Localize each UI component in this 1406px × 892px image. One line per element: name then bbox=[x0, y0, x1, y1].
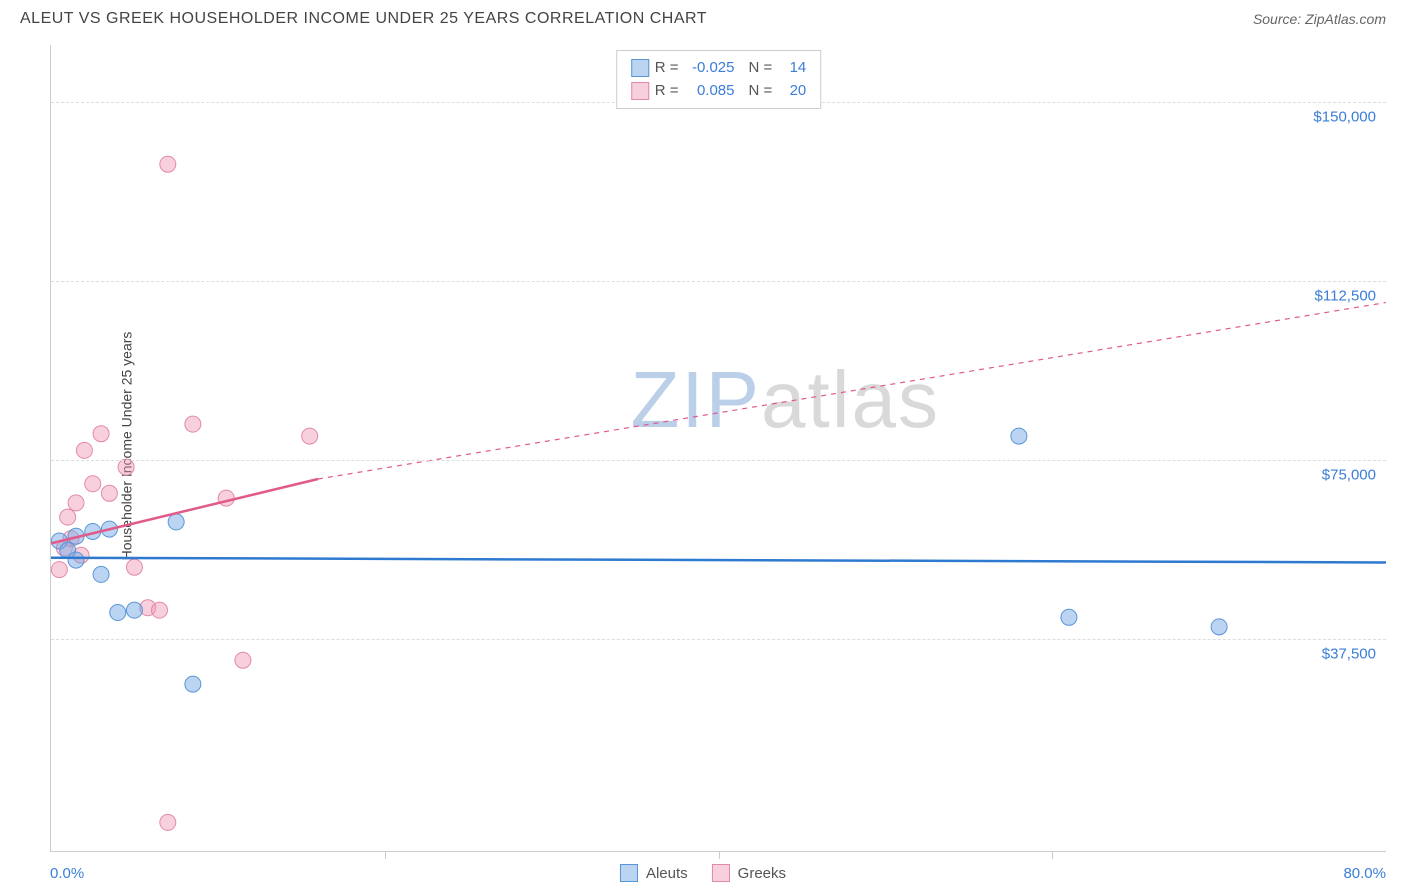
source-label: Source: ZipAtlas.com bbox=[1253, 11, 1386, 27]
trend-line bbox=[318, 303, 1386, 479]
legend-item-aleuts: Aleuts bbox=[620, 864, 688, 882]
data-point bbox=[101, 485, 117, 501]
n-label: N = bbox=[749, 80, 773, 103]
data-point bbox=[51, 562, 67, 578]
data-point bbox=[1011, 428, 1027, 444]
chart-title: ALEUT VS GREEK HOUSEHOLDER INCOME UNDER … bbox=[20, 10, 707, 28]
data-point bbox=[118, 459, 134, 475]
n-value-aleuts: 14 bbox=[778, 57, 806, 80]
scatter-plot-svg bbox=[51, 45, 1386, 851]
legend-row-aleuts: R = -0.025 N = 14 bbox=[631, 57, 807, 80]
y-tick-label: $37,500 bbox=[1322, 645, 1376, 662]
data-point bbox=[185, 416, 201, 432]
data-point bbox=[235, 652, 251, 668]
legend-row-greeks: R = 0.085 N = 20 bbox=[631, 80, 807, 103]
trend-line bbox=[51, 558, 1386, 563]
y-tick-label: $112,500 bbox=[1315, 288, 1376, 305]
r-label: R = bbox=[655, 57, 679, 80]
data-point bbox=[60, 509, 76, 525]
r-label: R = bbox=[655, 80, 679, 103]
data-point bbox=[160, 156, 176, 172]
swatch-blue-icon bbox=[620, 864, 638, 882]
x-min-label: 0.0% bbox=[50, 865, 84, 882]
data-point bbox=[85, 476, 101, 492]
data-point bbox=[185, 676, 201, 692]
x-tick bbox=[385, 851, 386, 859]
data-point bbox=[110, 605, 126, 621]
gridline bbox=[51, 639, 1386, 640]
x-tick bbox=[1052, 851, 1053, 859]
legend-item-greeks: Greeks bbox=[712, 864, 786, 882]
gridline bbox=[51, 460, 1386, 461]
data-point bbox=[168, 514, 184, 530]
chart-plot-area: R = -0.025 N = 14 R = 0.085 N = 20 ZIPat… bbox=[50, 45, 1386, 852]
gridline bbox=[51, 281, 1386, 282]
series-legend: Aleuts Greeks bbox=[620, 864, 786, 882]
swatch-blue bbox=[631, 59, 649, 77]
data-point bbox=[1061, 609, 1077, 625]
data-point bbox=[160, 814, 176, 830]
data-point bbox=[126, 602, 142, 618]
legend-label-aleuts: Aleuts bbox=[646, 865, 688, 882]
data-point bbox=[151, 602, 167, 618]
r-value-greeks: 0.085 bbox=[685, 80, 735, 103]
swatch-pink-icon bbox=[712, 864, 730, 882]
x-tick bbox=[719, 851, 720, 859]
y-tick-label: $75,000 bbox=[1322, 466, 1376, 483]
swatch-pink bbox=[631, 82, 649, 100]
n-value-greeks: 20 bbox=[778, 80, 806, 103]
correlation-legend: R = -0.025 N = 14 R = 0.085 N = 20 bbox=[616, 50, 822, 109]
data-point bbox=[93, 566, 109, 582]
legend-label-greeks: Greeks bbox=[738, 865, 786, 882]
y-tick-label: $150,000 bbox=[1313, 109, 1376, 126]
data-point bbox=[126, 559, 142, 575]
n-label: N = bbox=[749, 57, 773, 80]
data-point bbox=[68, 552, 84, 568]
data-point bbox=[68, 495, 84, 511]
data-point bbox=[93, 426, 109, 442]
data-point bbox=[1211, 619, 1227, 635]
x-max-label: 80.0% bbox=[1343, 865, 1386, 882]
r-value-aleuts: -0.025 bbox=[685, 57, 735, 80]
data-point bbox=[302, 428, 318, 444]
data-point bbox=[76, 442, 92, 458]
